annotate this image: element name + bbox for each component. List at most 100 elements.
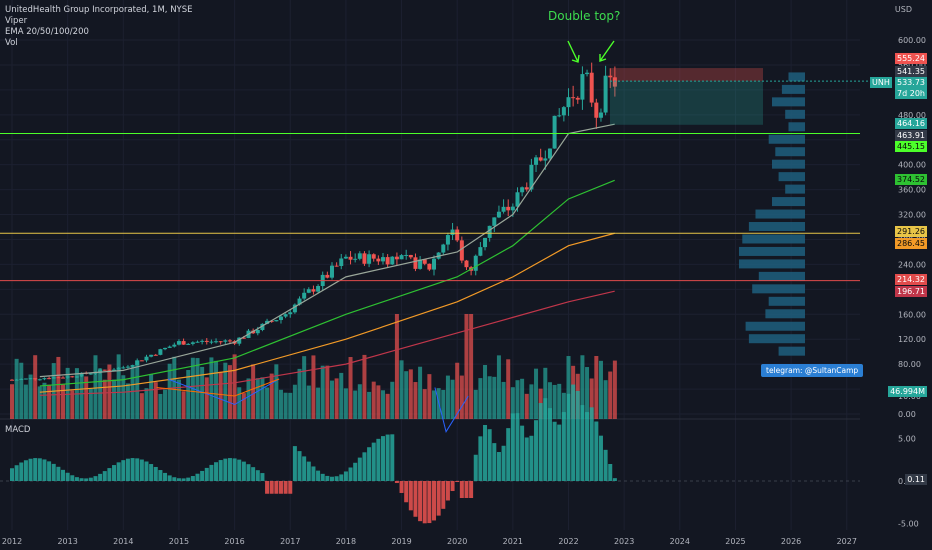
candle xyxy=(501,206,506,212)
candle xyxy=(547,148,552,159)
macd-histogram-bar xyxy=(283,481,288,494)
macd-histogram-bar xyxy=(98,473,103,481)
candle xyxy=(557,115,562,117)
macd-histogram-bar xyxy=(23,460,28,481)
macd-histogram-bar xyxy=(125,458,130,481)
volume-bar xyxy=(241,393,246,419)
volume-bar xyxy=(381,390,385,419)
candle xyxy=(200,340,205,342)
macd-histogram-bar xyxy=(14,465,19,481)
price-tag-555: 555.24 xyxy=(895,53,927,64)
double-top-annotation: Double top? xyxy=(548,9,621,23)
macd-histogram-bar xyxy=(302,456,307,481)
candle xyxy=(585,72,590,75)
macd-histogram-bar xyxy=(543,398,548,481)
macd-histogram-bar xyxy=(74,477,79,481)
candle xyxy=(70,376,75,378)
volume-bar xyxy=(316,387,321,419)
macd-histogram-bar xyxy=(390,434,395,481)
candle xyxy=(492,217,497,226)
candle xyxy=(478,247,483,256)
volume-bar xyxy=(580,355,585,419)
ema100-line xyxy=(39,232,615,393)
macd-histogram-bar xyxy=(436,481,441,516)
volume-bar xyxy=(288,392,293,419)
volume-profile-bin xyxy=(765,309,805,319)
macd-histogram-bar xyxy=(594,421,599,481)
price-axis-label: 560.00 xyxy=(898,61,926,70)
macd-histogram-bar xyxy=(529,435,534,481)
macd-histogram-bar xyxy=(93,476,98,481)
candle xyxy=(487,225,492,238)
macd-histogram-bar xyxy=(399,481,404,493)
macd-histogram-bar xyxy=(367,447,372,481)
candle xyxy=(181,341,186,345)
volume-bar xyxy=(79,374,84,419)
candle xyxy=(394,256,399,260)
candle xyxy=(483,237,488,248)
volume-bar xyxy=(534,368,539,419)
candle xyxy=(357,253,362,259)
price-tag-533: 533.73 xyxy=(895,77,927,88)
macd-histogram-bar xyxy=(538,403,543,481)
volume-bar xyxy=(269,373,274,419)
volume-bar xyxy=(413,382,418,419)
macd-histogram-bar xyxy=(260,473,265,481)
macd-histogram-bar xyxy=(158,470,163,481)
volume-bar xyxy=(329,380,334,419)
candle xyxy=(306,289,311,293)
candle xyxy=(61,377,66,379)
volume-bar xyxy=(445,375,450,419)
candle xyxy=(603,75,608,113)
macd-histogram-bar xyxy=(575,390,580,481)
candle xyxy=(612,77,617,87)
volume-bar xyxy=(408,369,413,419)
volume-bar xyxy=(14,358,19,419)
macd-histogram-bar xyxy=(56,466,61,481)
price-axis-label: 120.00 xyxy=(898,335,926,344)
candle xyxy=(418,259,423,269)
macd-histogram-bar xyxy=(65,472,70,481)
candle xyxy=(153,354,158,356)
candle xyxy=(450,229,455,236)
macd-histogram-bar xyxy=(84,478,89,481)
macd-histogram-bar xyxy=(306,461,311,481)
macd-histogram-bar xyxy=(473,454,478,481)
volume-bar xyxy=(158,393,163,419)
volume-bar xyxy=(167,363,172,419)
indicator-vol: Vol xyxy=(5,38,18,48)
x-axis-label: 2019 xyxy=(391,537,411,546)
volume-bar xyxy=(214,360,219,419)
volume-bar xyxy=(594,356,599,419)
macd-histogram-bar xyxy=(223,458,228,481)
volume-profile-bin xyxy=(742,234,805,244)
volume-bar xyxy=(422,389,427,419)
volume-bar xyxy=(84,376,89,419)
candle xyxy=(237,337,242,344)
candle xyxy=(455,229,460,241)
macd-histogram-bar xyxy=(135,458,140,481)
candle xyxy=(432,258,437,270)
candle xyxy=(459,240,464,261)
volume-bar xyxy=(547,382,552,419)
candle xyxy=(149,354,154,357)
volume-profile-bin xyxy=(755,209,805,219)
volume-bar xyxy=(181,391,186,419)
volume-bar xyxy=(274,364,279,419)
macd-histogram-bar xyxy=(339,474,344,481)
volume-bar xyxy=(121,375,126,419)
candle xyxy=(163,347,168,350)
macd-histogram-bar xyxy=(589,407,594,481)
macd-histogram-bar xyxy=(172,477,177,481)
candle xyxy=(316,286,321,292)
macd-histogram-bar xyxy=(385,434,390,481)
symbol-title: UnitedHealth Group Incorporated, 1M, NYS… xyxy=(5,5,193,15)
candle xyxy=(608,75,613,78)
macd-histogram-bar xyxy=(246,464,251,481)
volume-bar xyxy=(70,390,75,419)
volume-profile-bin xyxy=(748,222,805,232)
candle xyxy=(227,340,232,342)
volume-bar xyxy=(404,371,409,419)
volume-bar xyxy=(598,360,603,419)
